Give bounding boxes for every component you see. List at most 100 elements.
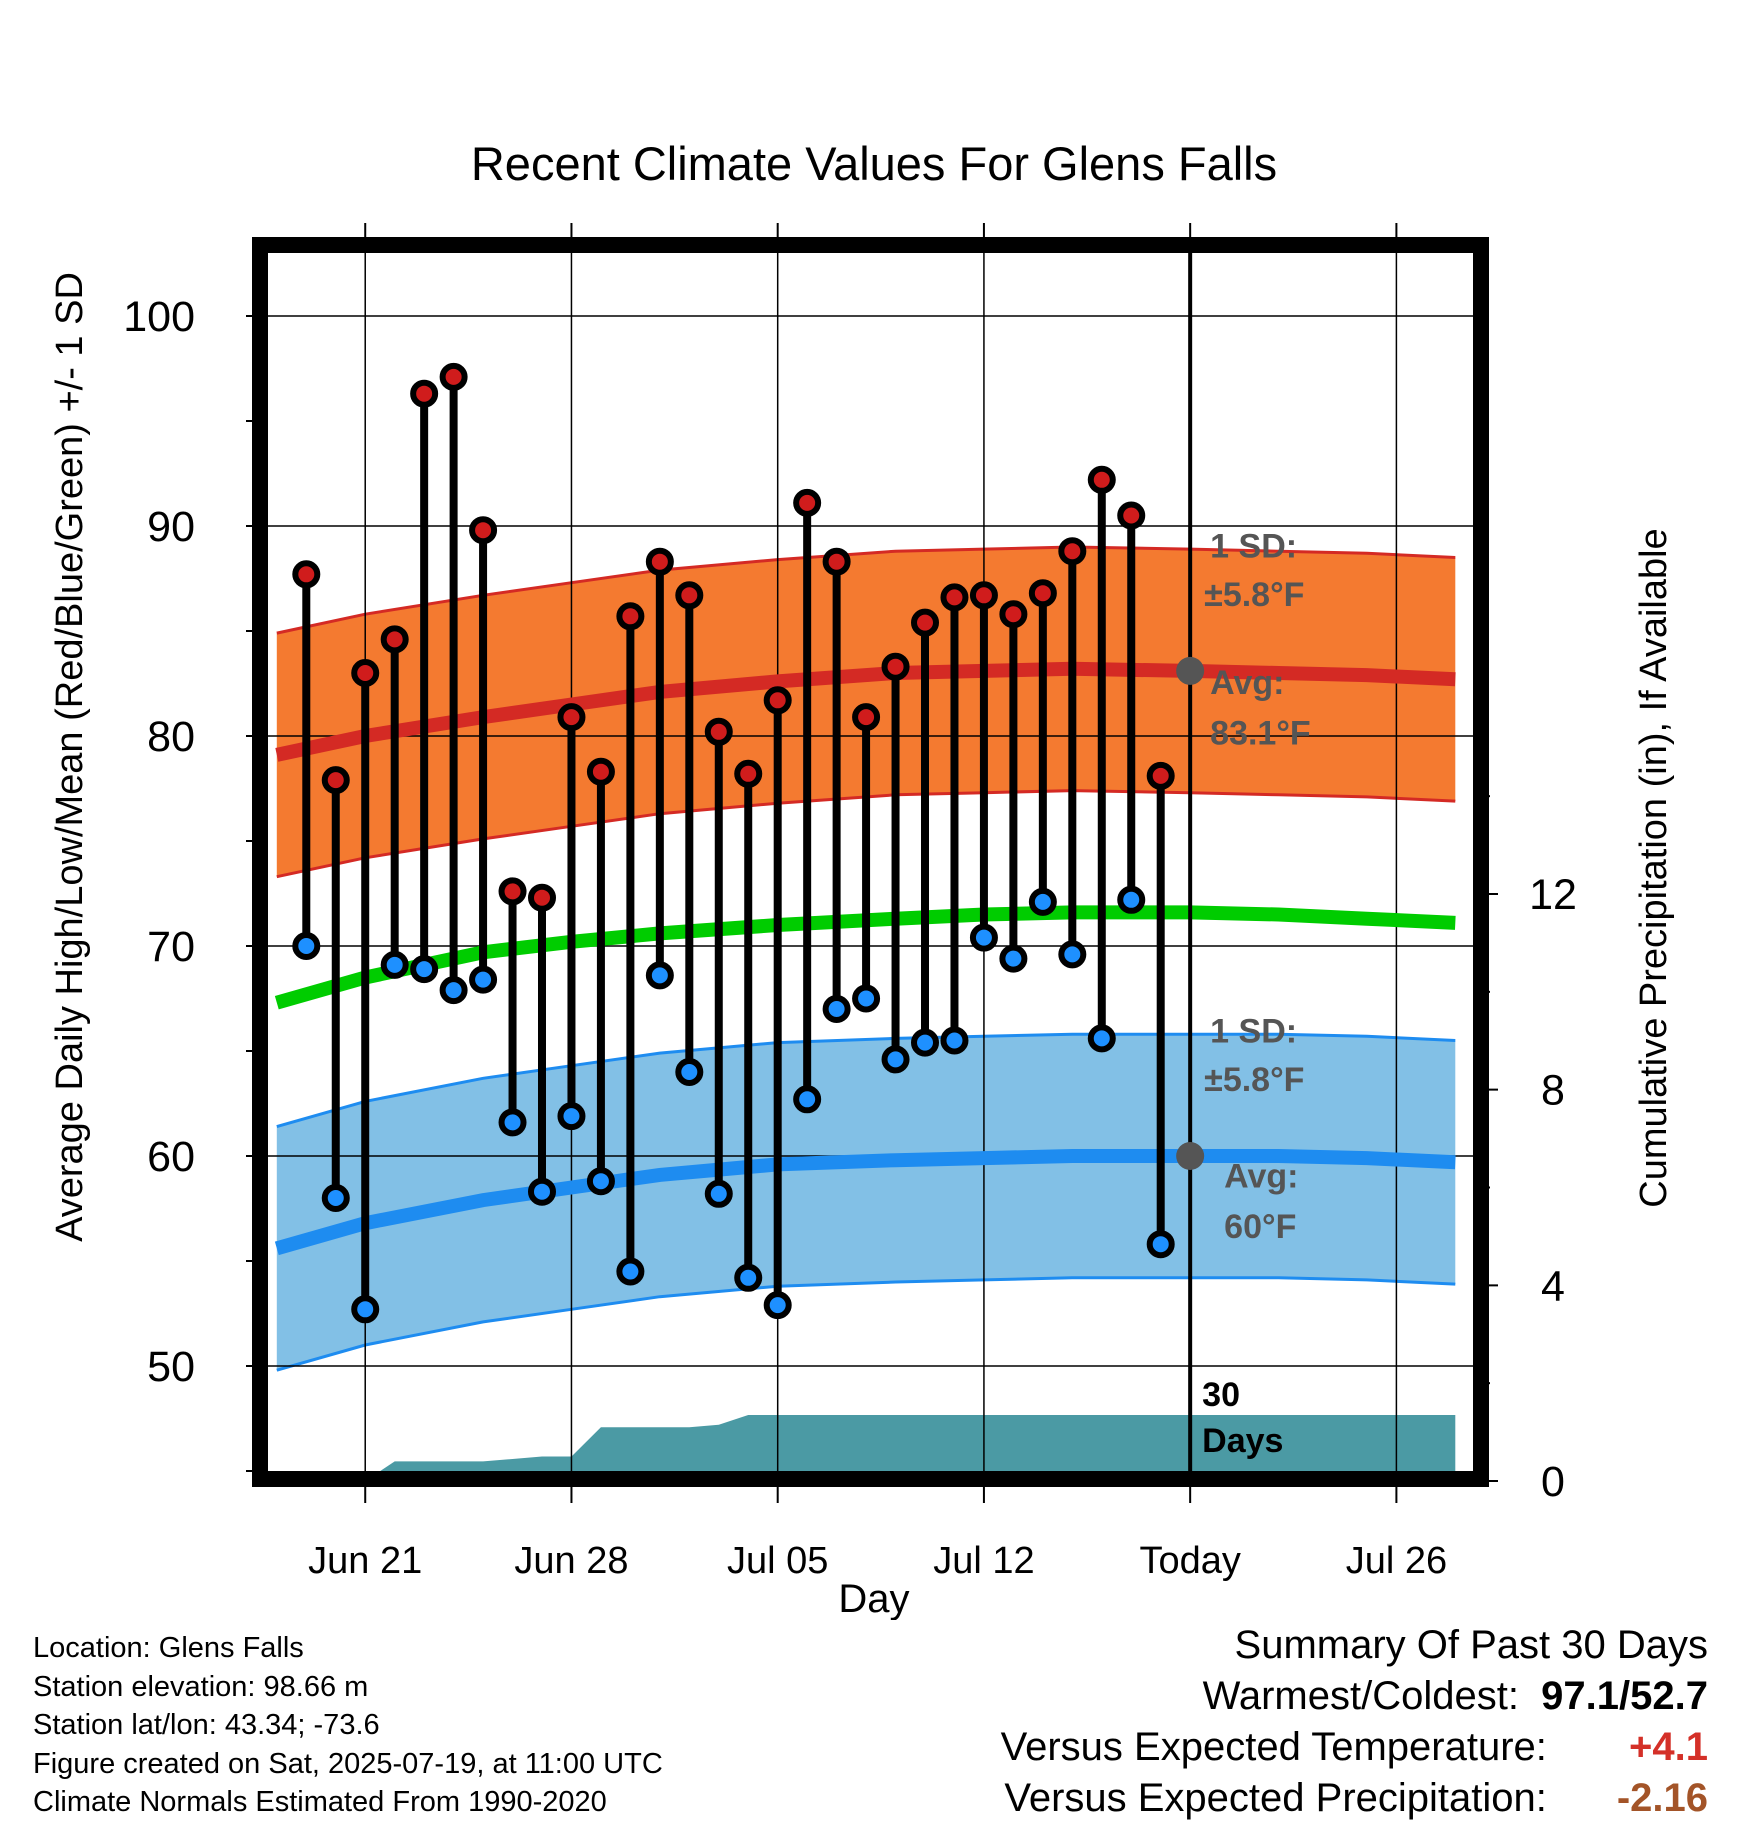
low-average-line [274,1149,1456,1256]
info-latlon: Station lat/lon: 43.34; -73.6 [33,1709,380,1741]
daily-low-point [1087,1024,1116,1053]
daily-high-point [645,547,674,576]
y-tick-label-left: 90 [147,503,195,551]
y-tick-label-right: 8 [1541,1067,1565,1115]
daily-low-point [292,932,321,960]
summary-temp-value: +4.1 [1629,1725,1708,1769]
summary-temp-label: Versus Expected Temperature: [1000,1725,1547,1769]
daily-low-point [911,1028,940,1057]
y-tick-label-left: 100 [123,293,195,341]
daily-low-point [704,1179,733,1208]
daily-low-point [645,961,674,990]
station-info: Location: Glens Falls Station elevation:… [33,1629,663,1822]
info-normals: Climate Normals Estimated From 1990-2020 [33,1786,607,1818]
x-tick-label: Jul 26 [1346,1540,1447,1582]
daily-high-point [999,600,1028,629]
daily-high-point [586,757,615,786]
summary-precip-row: Versus Expected Precipitation: -2.16 [1001,1773,1708,1824]
daily-high-point [557,703,586,732]
x-tick-label: Today [1139,1540,1240,1582]
low-sd-value: ±5.8°F [1204,1061,1304,1099]
daily-high-point [763,686,792,715]
high-avg-value: 83.1°F [1210,714,1311,752]
y-axis-label-left: Average Daily High/Low/Mean (Red/Blue/Gr… [49,272,91,1242]
y-tick-label-right: 4 [1541,1262,1565,1310]
high-sd-label: 1 SD: [1210,528,1297,566]
y-tick-label-left: 80 [147,713,195,761]
info-created: Figure created on Sat, 2025-07-19, at 11… [33,1747,663,1780]
summary-precip-label: Versus Expected Precipitation: [1004,1776,1547,1820]
days-count-unit: Days [1202,1422,1283,1460]
daily-high-point [321,766,350,795]
low-avg-label: Avg: [1224,1158,1298,1196]
x-axis-label: Day [838,1577,909,1620]
daily-low-point [881,1045,910,1074]
daily-low-point [410,955,439,984]
daily-high-point [675,581,704,610]
y-tick-label-left: 70 [147,923,195,971]
daily-high-point [704,717,733,746]
daily-high-point [616,602,645,631]
y-tick-label-left: 60 [147,1133,195,1181]
daily-high-point [940,583,969,612]
info-elevation: Station elevation: 98.66 m [33,1670,369,1703]
x-tick-label: Jul 05 [727,1540,828,1582]
climate-chart: 1 SD: ±5.8°F Avg: 83.1°F 1 SD: ±5.8°F Avg: 60°F… [49,137,1675,1620]
daily-low-point [527,1177,556,1206]
daily-high-point [292,560,321,589]
summary-warmest-row: Warmest/Coldest: 97.1/52.7 [1001,1671,1708,1722]
daily-low-point [1058,940,1087,969]
daily-low-point [675,1058,704,1086]
x-tick-label: Jun 21 [308,1540,422,1582]
daily-low-point [822,995,851,1023]
chart-title: Recent Climate Values For Glens Falls [471,137,1277,190]
summary-precip-value: -2.16 [1616,1776,1708,1820]
daily-high-point [1117,501,1146,530]
daily-high-point [822,547,851,576]
daily-high-point [439,362,468,391]
daily-high-point [498,877,527,906]
daily-low-point [1117,885,1146,914]
low-avg-value: 60°F [1224,1208,1296,1246]
daily-high-point [1058,537,1087,566]
daily-high-point [911,608,940,637]
daily-high-point [351,659,380,687]
daily-high-point [469,516,498,545]
daily-low-point [969,923,998,952]
daily-high-point [380,625,409,654]
daily-high-point [734,759,763,788]
summary-warmest-label: Warmest/Coldest: [1202,1674,1519,1718]
daily-high-point [852,703,881,732]
daily-high-point [1087,465,1116,494]
daily-high-point [1028,579,1057,608]
daily-low-point [734,1263,763,1292]
daily-low-point [940,1026,969,1055]
daily-low-point [498,1108,527,1137]
daily-low-point [793,1085,822,1114]
daily-high-point [793,488,822,517]
today-high-average-marker [1176,656,1205,685]
low-sd-label: 1 SD: [1210,1013,1297,1051]
days-count-label: 30 [1202,1376,1240,1414]
daily-low-point [852,984,881,1013]
low-sd-lower-edge [276,1276,1456,1372]
daily-low-point [999,944,1028,973]
daily-low-point [380,950,409,979]
daily-low-point [557,1102,586,1131]
daily-high-point [527,883,556,912]
daily-high-point [410,379,439,408]
x-tick-label: Jul 12 [933,1540,1034,1582]
daily-high-point [881,652,910,681]
daily-low-point [1028,887,1057,916]
summary-warmest-value: 97.1/52.7 [1541,1674,1708,1718]
daily-low-point [763,1291,792,1320]
daily-low-point [351,1295,380,1324]
high-sd-value: ±5.8°F [1204,576,1304,614]
daily-high-point [1146,761,1175,790]
daily-low-point [1146,1230,1175,1259]
y-tick-label-right: 12 [1529,871,1577,919]
plot-frame [252,237,1489,1487]
daily-low-point [616,1257,645,1286]
daily-low-point [439,976,468,1005]
y-axis-label-right: Cumulative Precipitation (in), If Availa… [1633,528,1675,1207]
